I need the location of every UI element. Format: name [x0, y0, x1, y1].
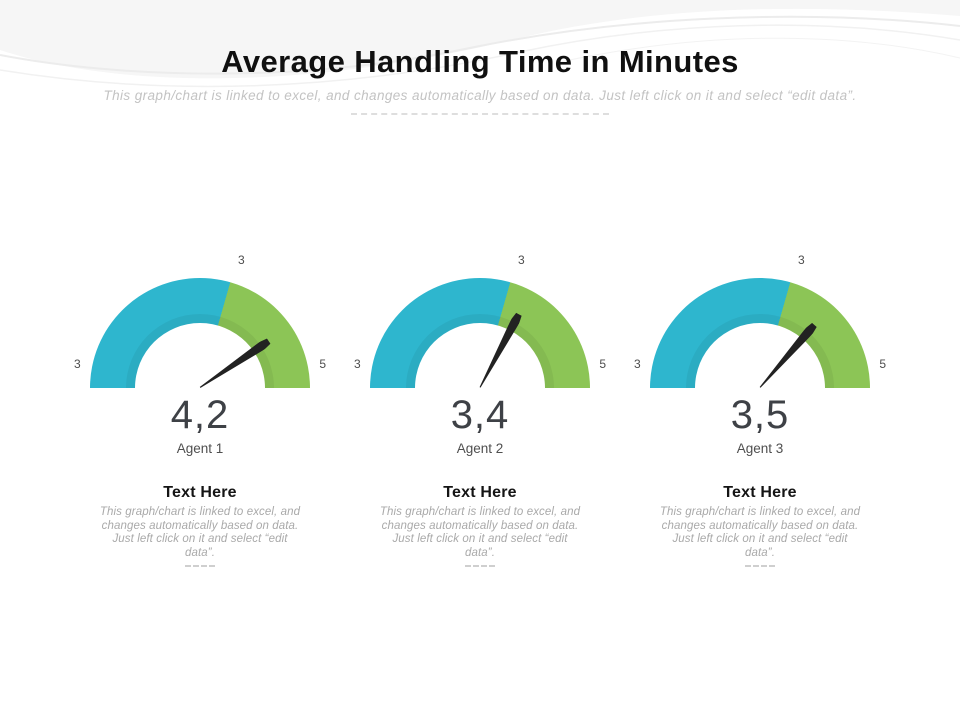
gauge-agent-label: Agent 3: [736, 441, 784, 456]
card-body: This graph/chart is linked to excel, and…: [379, 506, 581, 559]
card-heading: Text Here: [163, 484, 237, 501]
mini-dashed-divider: [185, 565, 215, 568]
gauge-scale-right-label: 5: [319, 357, 326, 371]
page-title: Average Handling Time in Minutes: [221, 44, 739, 79]
gauges-row: 3 3 5 4,2 Agent 1 Text Here This graph/c…: [60, 253, 900, 568]
card-body: This graph/chart is linked to excel, and…: [99, 506, 301, 559]
gauge-value: 3,5: [730, 393, 790, 437]
gauge-arc: [370, 278, 590, 388]
text-card: Text Here This graph/chart is linked to …: [98, 484, 302, 568]
gauge-chart-agent-1: 3 3 5 4,2 Agent 1 Text Here This graph/c…: [60, 253, 340, 568]
text-card: Text Here This graph/chart is linked to …: [378, 484, 582, 568]
gauge-dial: 3 3 5: [620, 253, 900, 391]
gauge-agent-label: Agent 1: [176, 441, 224, 456]
gauge-chart-agent-2: 3 3 5 3,4 Agent 2 Text Here This graph/c…: [340, 253, 620, 568]
card-heading: Text Here: [443, 484, 517, 501]
gauge-scale-top-label: 3: [518, 253, 525, 267]
card-heading: Text Here: [723, 484, 797, 501]
text-card: Text Here This graph/chart is linked to …: [658, 484, 862, 568]
gauge-scale-right-label: 5: [599, 357, 606, 371]
gauge-value: 3,4: [450, 393, 510, 437]
gauge-scale-top-label: 3: [798, 253, 805, 267]
dashed-divider: [351, 113, 609, 115]
gauge-scale-right-label: 5: [879, 357, 886, 371]
page-subtitle: This graph/chart is linked to excel, and…: [103, 88, 857, 103]
slide-header: Average Handling Time in Minutes This gr…: [0, 0, 960, 115]
mini-dashed-divider: [465, 565, 495, 568]
mini-dashed-divider: [745, 565, 775, 568]
gauge-arc: [90, 278, 310, 388]
gauge-scale-left-label: 3: [634, 357, 641, 371]
gauge-dial: 3 3 5: [340, 253, 620, 391]
gauge-agent-label: Agent 2: [456, 441, 504, 456]
gauge-scale-top-label: 3: [238, 253, 245, 267]
gauge-scale-left-label: 3: [74, 357, 81, 371]
gauge-value: 4,2: [170, 393, 230, 437]
gauge-chart-agent-3: 3 3 5 3,5 Agent 3 Text Here This graph/c…: [620, 253, 900, 568]
card-body: This graph/chart is linked to excel, and…: [659, 506, 861, 559]
gauge-scale-left-label: 3: [354, 357, 361, 371]
gauge-dial: 3 3 5: [60, 253, 340, 391]
gauge-arc: [650, 278, 870, 388]
